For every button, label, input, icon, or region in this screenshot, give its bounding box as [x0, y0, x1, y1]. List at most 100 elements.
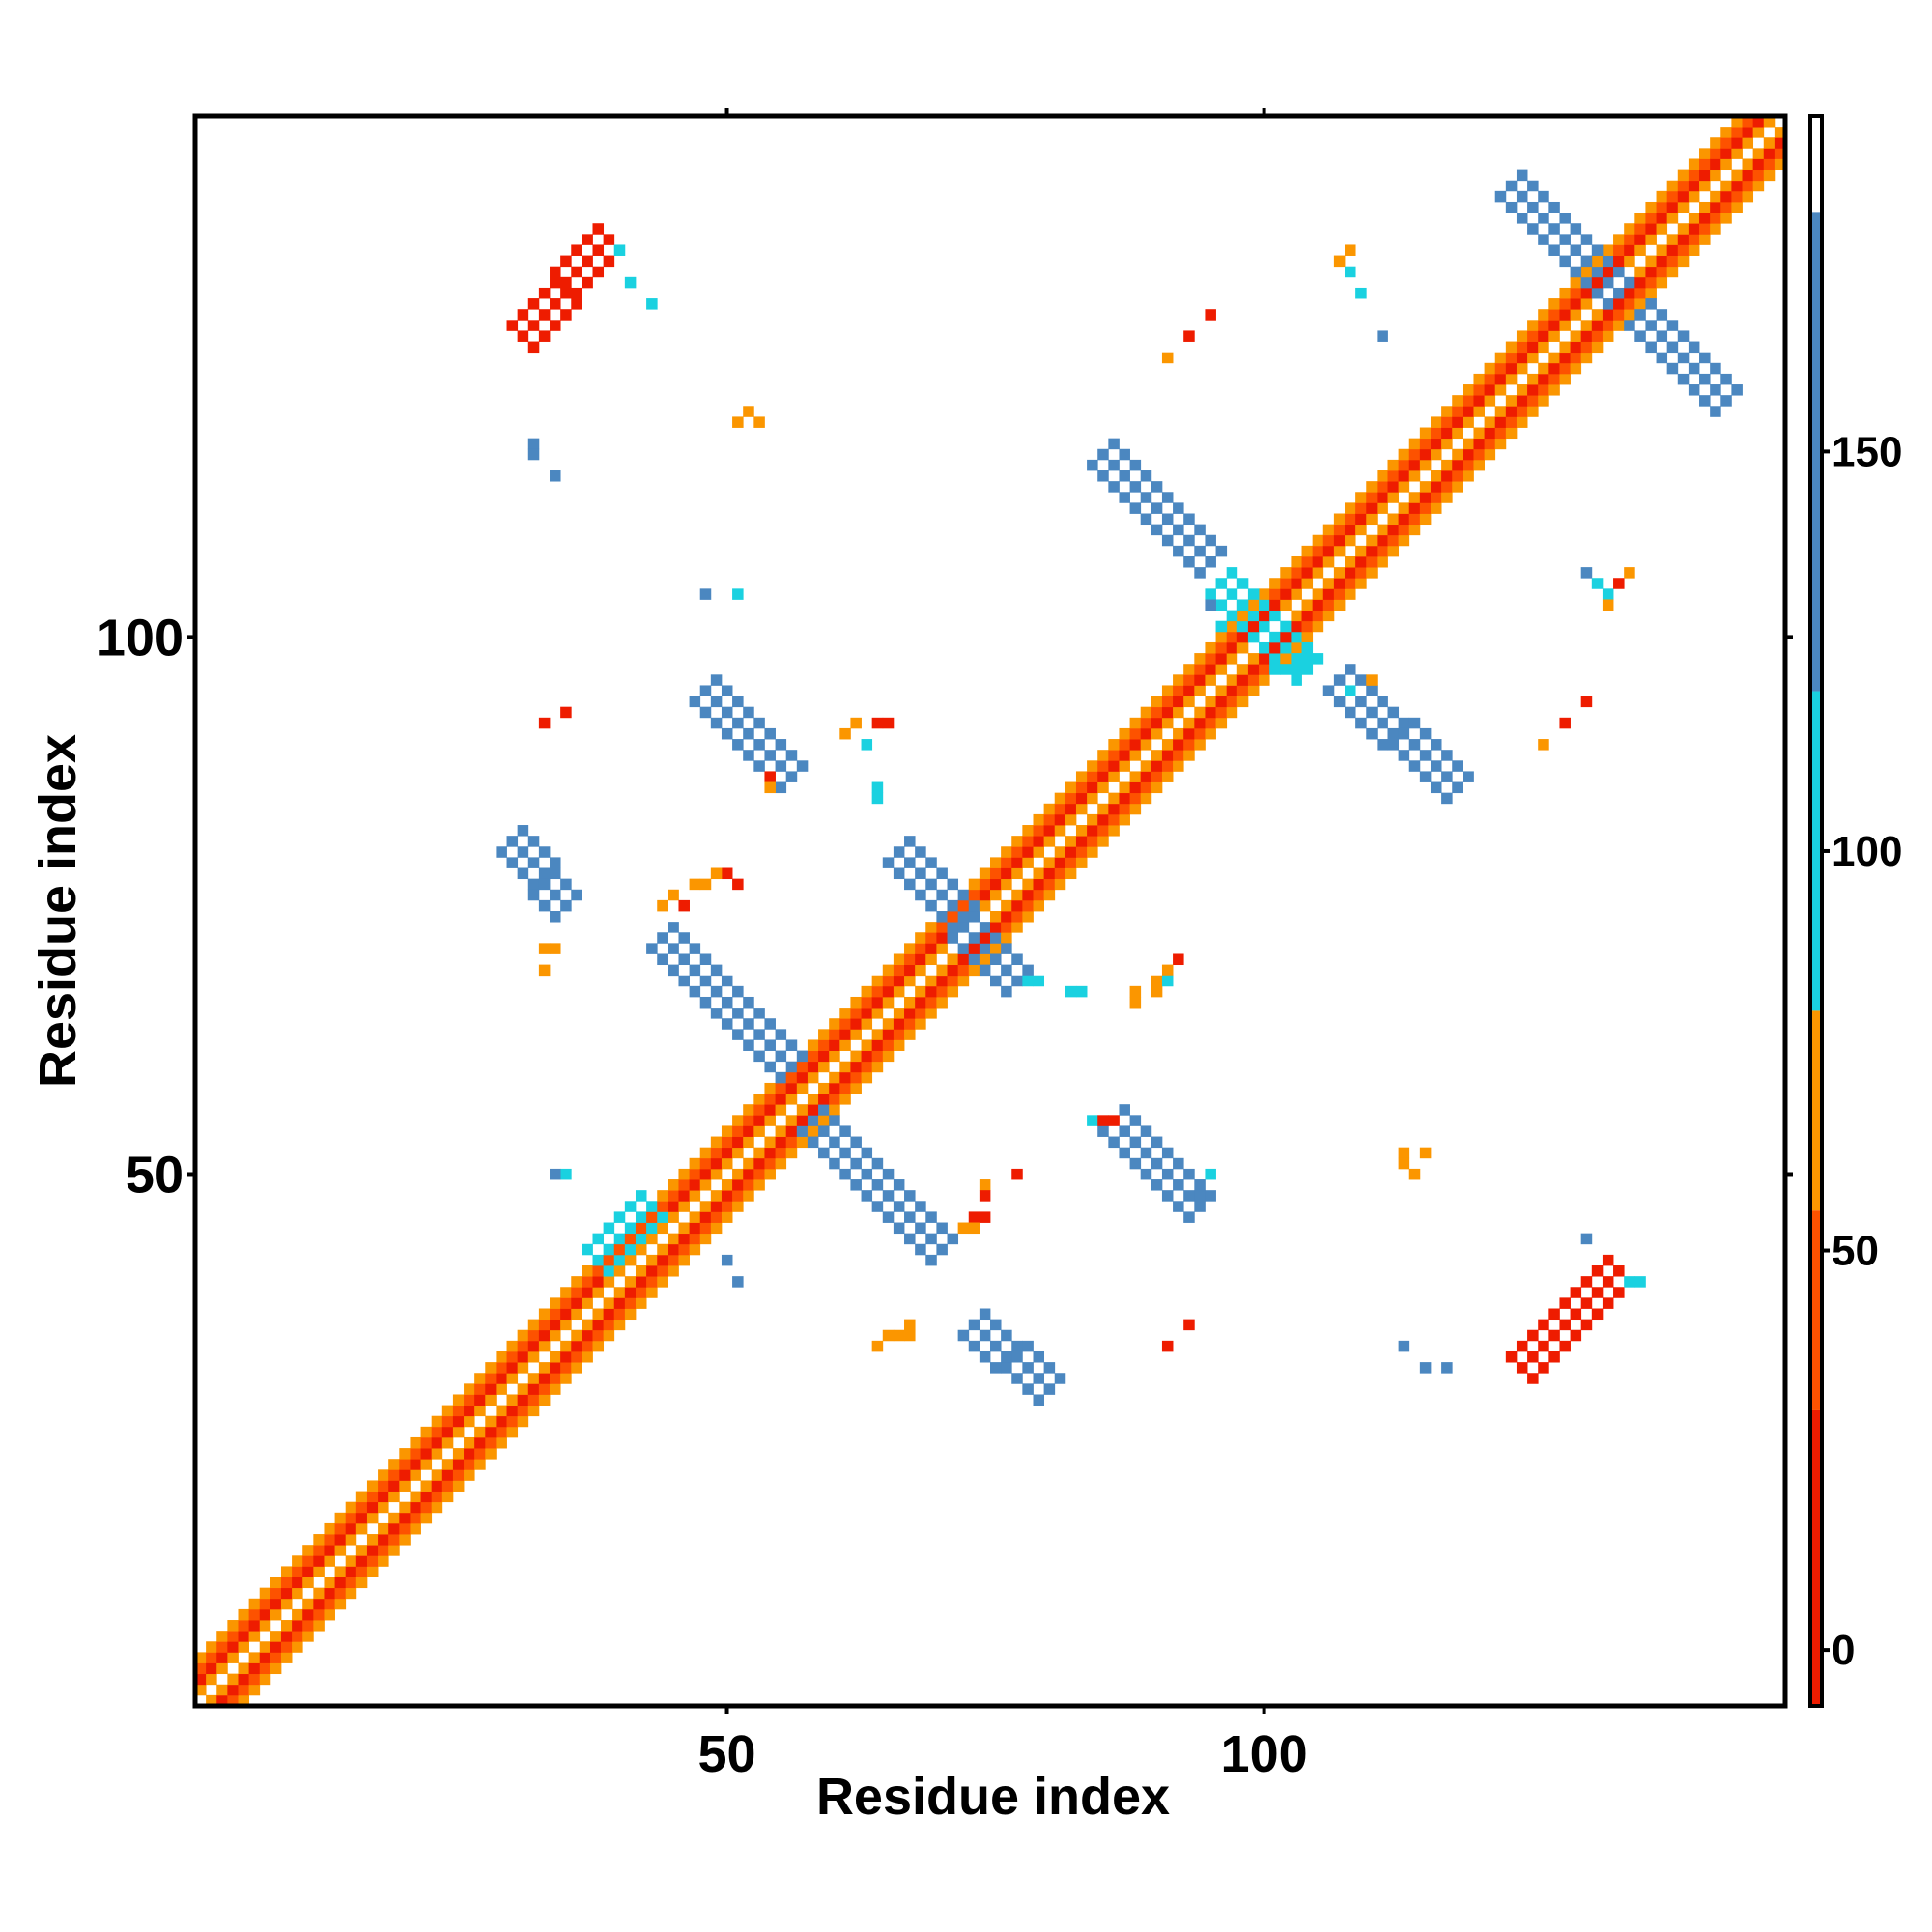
heatmap-cell	[1634, 276, 1646, 289]
heatmap-cell	[721, 1157, 733, 1170]
heatmap-cell	[1001, 899, 1012, 912]
heatmap-cell	[753, 1115, 765, 1126]
heatmap-cell	[732, 1136, 744, 1149]
heatmap-cell	[1677, 373, 1690, 385]
heatmap-cell	[1215, 685, 1228, 696]
heatmap-cell	[957, 1329, 970, 1342]
heatmap-cell	[850, 1029, 862, 1040]
heatmap-cell	[1538, 384, 1549, 396]
heatmap-cell	[1591, 309, 1604, 321]
heatmap-cell	[979, 1190, 991, 1202]
heatmap-cell	[904, 1008, 916, 1019]
heatmap-cell	[893, 1329, 905, 1342]
heatmap-cell	[431, 1448, 443, 1460]
heatmap-cell	[1097, 803, 1109, 815]
heatmap-cell	[1377, 470, 1388, 482]
heatmap-cell	[775, 1094, 787, 1105]
colorbar-band	[1810, 691, 1822, 1011]
heatmap-cell	[1291, 555, 1302, 568]
heatmap-cell	[420, 1491, 433, 1503]
heatmap-cell	[1236, 610, 1249, 622]
heatmap-cell	[925, 1233, 937, 1245]
heatmap-cell	[280, 1587, 293, 1600]
heatmap-cell	[743, 1157, 754, 1170]
heatmap-cell	[1452, 448, 1463, 461]
heatmap-cell	[710, 964, 723, 977]
heatmap-cell	[227, 1652, 239, 1663]
heatmap-cell	[506, 1394, 519, 1406]
heatmap-cell	[366, 1501, 379, 1514]
heatmap-cell	[1161, 706, 1174, 719]
heatmap-cell	[979, 1350, 991, 1363]
heatmap-cell	[582, 1243, 593, 1256]
heatmap-cell	[1269, 653, 1281, 665]
heatmap-cell	[699, 1233, 712, 1245]
heatmap-cell	[1538, 395, 1549, 407]
heatmap-cell	[1699, 148, 1711, 159]
heatmap-cell	[420, 1459, 433, 1470]
heatmap-cell	[334, 1512, 347, 1524]
heatmap-cell	[753, 1094, 765, 1105]
heatmap-cell	[1591, 255, 1604, 268]
heatmap-cell	[968, 889, 980, 901]
heatmap-cell	[689, 1233, 701, 1245]
heatmap-cell	[1548, 362, 1560, 375]
heatmap-cell	[1634, 330, 1646, 342]
heatmap-cell	[1516, 1340, 1528, 1352]
heatmap-cell	[496, 1373, 507, 1384]
heatmap-cell	[915, 1201, 926, 1212]
heatmap-cell	[936, 975, 948, 987]
heatmap-cell	[1291, 578, 1302, 589]
heatmap-cell	[538, 1394, 551, 1406]
colorbar-tick-label: 100	[1832, 828, 1902, 875]
heatmap-cell	[1624, 567, 1635, 579]
heatmap-cell	[1570, 244, 1582, 256]
heatmap-cell	[1366, 481, 1378, 493]
heatmap-cell	[560, 706, 572, 719]
heatmap-cell	[1387, 534, 1400, 547]
heatmap-cell	[1333, 513, 1346, 526]
heatmap-cell	[1173, 696, 1184, 708]
heatmap-cell	[1075, 781, 1088, 794]
heatmap-cell	[1173, 674, 1184, 686]
heatmap-cell	[1215, 696, 1228, 708]
heatmap-cell	[378, 1522, 389, 1535]
heatmap-cell	[1108, 813, 1120, 826]
heatmap-cell	[796, 1082, 809, 1094]
heatmap-cell	[324, 1598, 335, 1610]
heatmap-cell	[324, 1545, 335, 1556]
heatmap-cell	[517, 1383, 529, 1395]
heatmap-cell	[1613, 1287, 1625, 1298]
heatmap-cell	[743, 750, 754, 761]
heatmap-cell	[550, 943, 561, 954]
heatmap-cell	[668, 922, 679, 933]
heatmap-cell	[850, 1008, 862, 1019]
heatmap-cell	[1333, 255, 1346, 268]
heatmap-cell	[1001, 964, 1012, 977]
heatmap-cell	[1656, 309, 1668, 321]
heatmap-cell	[678, 1201, 690, 1212]
heatmap-cell	[538, 717, 551, 729]
heatmap-cell	[1452, 416, 1463, 428]
heatmap-cell	[313, 1587, 325, 1600]
heatmap-cell	[1527, 320, 1539, 331]
heatmap-cell	[410, 1501, 421, 1514]
heatmap-cell	[571, 298, 582, 310]
heatmap-cell	[1559, 298, 1571, 310]
heatmap-cell	[839, 1147, 851, 1159]
colorbar-band	[1810, 1010, 1822, 1211]
heatmap-cell	[452, 1415, 465, 1428]
heatmap-cell	[592, 1233, 605, 1245]
heatmap-cell	[560, 276, 572, 289]
heatmap-cell	[785, 1061, 798, 1073]
heatmap-cell	[1591, 276, 1604, 289]
heatmap-cell	[1043, 1362, 1056, 1374]
heatmap-cell	[1043, 825, 1056, 837]
heatmap-cell	[560, 878, 572, 891]
heatmap-cell	[861, 1008, 873, 1019]
heatmap-cell	[1108, 760, 1120, 772]
heatmap-cell	[1452, 470, 1463, 482]
heatmap-cell	[1591, 1265, 1604, 1277]
heatmap-cell	[280, 1598, 293, 1610]
